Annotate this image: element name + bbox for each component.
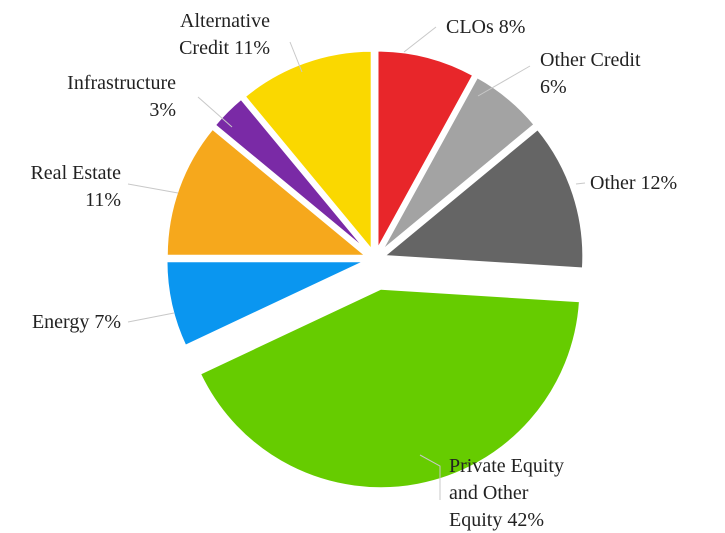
slice-label-alternative-credit: Alternative Credit 11% — [179, 10, 270, 59]
leader-lines — [127, 26, 586, 500]
pie-slice-alternative-credit — [243, 49, 374, 252]
slice-label-line: CLOs 8% — [446, 16, 525, 38]
leader-line-other — [575, 182, 586, 185]
slice-label-line: Infrastructure — [67, 72, 176, 94]
leader-line-energy — [127, 312, 175, 323]
leader-line-other-credit — [477, 65, 531, 97]
slice-label-line: 3% — [149, 99, 176, 121]
pie-slice-energy — [164, 259, 368, 348]
slice-label-line: Real Estate — [30, 162, 121, 184]
slice-label-infrastructure: Infrastructure 3% — [67, 72, 176, 121]
leader-line-alternative-credit — [289, 41, 303, 73]
pie-slice-clos — [375, 49, 475, 252]
slice-label-line: Other Credit — [540, 49, 641, 71]
pie-slice-real-estate — [165, 127, 368, 258]
leader-line-private-equity-and-other-equity — [419, 454, 441, 500]
slice-label-line: and Other — [449, 482, 529, 504]
pie-slices — [164, 49, 585, 490]
slice-label-private-equity-and-other-equity: Private Equity and Other Equity 42% — [449, 455, 564, 531]
slice-label-energy: Energy 7% — [32, 311, 121, 333]
leader-line-clos — [403, 26, 437, 53]
slice-label-line: Alternative — [180, 10, 270, 32]
slice-label-real-estate: Real Estate 11% — [30, 162, 121, 211]
slice-label-line: 11% — [85, 189, 121, 211]
leader-line-real-estate — [127, 183, 179, 194]
pie-slice-other — [382, 127, 585, 271]
pie-slice-other-credit — [379, 75, 537, 254]
slice-labels: CLOs 8% Other Credit 6% Other 12% Private Eq… — [30, 10, 677, 531]
slice-label-line: Equity 42% — [449, 509, 544, 531]
pie-slice-private-equity-and-other-equity — [198, 287, 582, 490]
pie-slice-infrastructure — [213, 97, 370, 254]
leader-line-infrastructure — [197, 96, 233, 128]
slice-label-line: 6% — [540, 76, 567, 98]
slice-label-line: Private Equity — [449, 455, 564, 477]
slice-label-other-credit: Other Credit 6% — [540, 49, 641, 98]
slice-label-other: Other 12% — [590, 172, 677, 194]
slice-label-line: Credit 11% — [179, 37, 270, 59]
slice-label-clos: CLOs 8% — [446, 16, 525, 38]
slice-label-line: Energy 7% — [32, 311, 121, 333]
slice-label-line: Other 12% — [590, 172, 677, 194]
